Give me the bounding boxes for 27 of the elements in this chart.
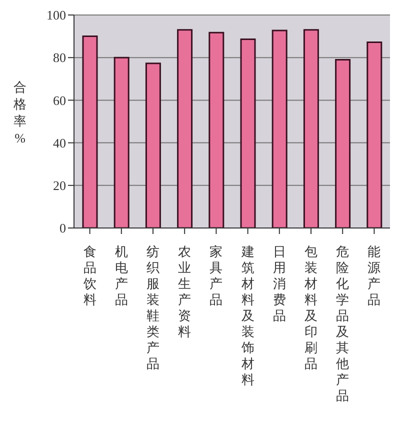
x-tick-label: 包装材料及印刷品 xyxy=(304,244,318,371)
y-tick-label: 100 xyxy=(46,8,66,23)
x-tick-label: 日用消费品 xyxy=(272,244,286,323)
x-tick-label: 能源产品 xyxy=(368,244,381,307)
category-label: 危险化学品及其他产品 xyxy=(336,244,350,403)
bar xyxy=(335,58,351,228)
y-tick-label: 60 xyxy=(53,92,66,108)
x-tick-label: 农业生产资料 xyxy=(178,244,192,339)
bar xyxy=(208,32,224,228)
category-label: 建筑材料及装饰材料 xyxy=(241,244,254,387)
y-tick-label: 0 xyxy=(60,220,66,236)
x-tick-label: 纺织服装鞋类产品 xyxy=(146,244,160,371)
x-tick-label: 家具产品 xyxy=(210,244,223,307)
bar xyxy=(272,30,288,228)
bar xyxy=(145,62,161,228)
y-axis-title: 合格率% xyxy=(12,80,26,146)
bar xyxy=(177,29,193,228)
y-tick-label: 80 xyxy=(53,50,66,66)
y-tick-label: 40 xyxy=(53,135,66,150)
bar xyxy=(366,42,382,228)
bar xyxy=(303,29,319,228)
bar xyxy=(114,56,130,228)
y-tick-label: 20 xyxy=(53,178,66,194)
bar xyxy=(82,36,98,228)
x-tick-label: 机电产品 xyxy=(114,244,128,307)
bar xyxy=(240,38,256,228)
x-tick-label: 食品饮料 xyxy=(82,244,96,307)
